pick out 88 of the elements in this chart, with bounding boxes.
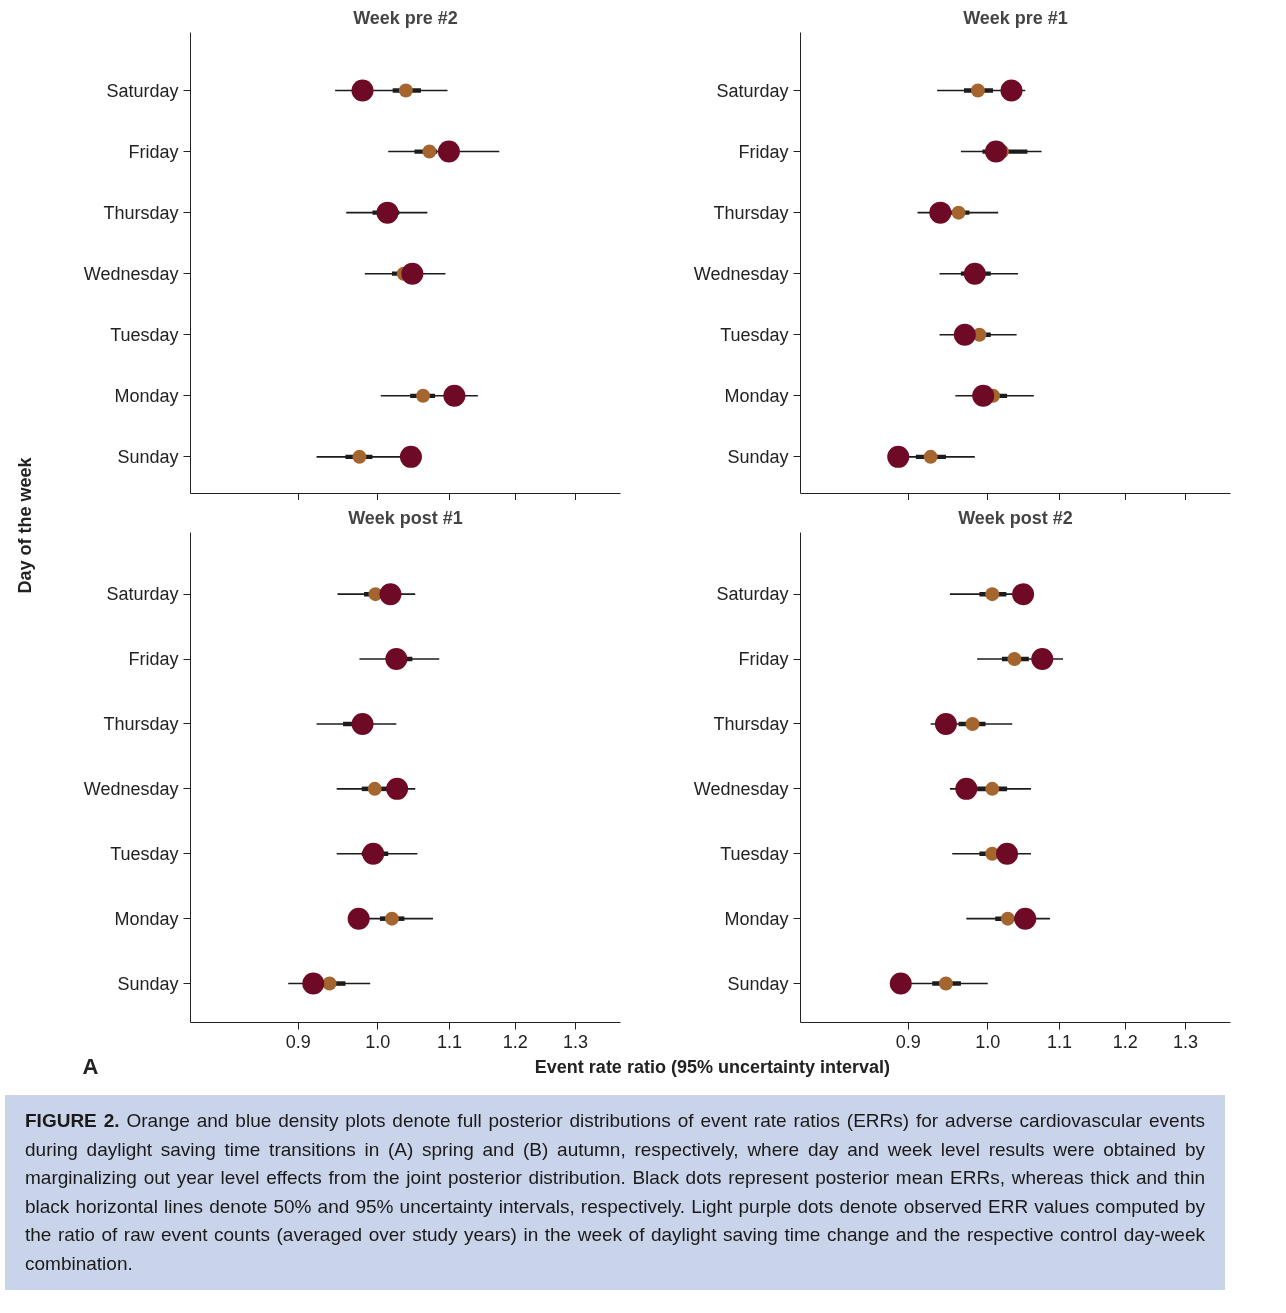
point xyxy=(970,83,985,98)
y-tick-label: Monday xyxy=(114,385,179,406)
x-tick-label: 1.3 xyxy=(1172,1031,1199,1052)
point xyxy=(347,907,370,930)
point xyxy=(376,201,399,224)
y-tick-label: Friday xyxy=(738,141,789,162)
y-tick-label: Sunday xyxy=(727,446,789,467)
y-tick-label: Thursday xyxy=(103,713,179,734)
y-tick-label: Sunday xyxy=(117,446,179,467)
y-tick-label: Tuesday xyxy=(720,324,789,345)
point xyxy=(1014,907,1037,930)
point xyxy=(1000,79,1023,102)
point xyxy=(953,323,976,346)
y-axis-title: Day of the week xyxy=(14,456,35,594)
point xyxy=(985,140,1007,163)
chart-title: Week post #2 xyxy=(958,507,1073,528)
y-tick-label: Friday xyxy=(738,649,789,670)
y-tick-label: Tuesday xyxy=(110,324,179,345)
point xyxy=(351,79,374,102)
y-tick-label: Saturday xyxy=(106,584,179,605)
x-tick-label: 1.0 xyxy=(975,1031,1001,1052)
y-tick-label: Monday xyxy=(114,908,179,929)
y-tick-label: Wednesday xyxy=(83,263,179,284)
point xyxy=(985,587,1000,602)
point xyxy=(398,83,413,98)
caption: FIGURE 2. Orange and blue density plots denote full posterior distributions of event rate ratios (ERRs) for adverse cardiovascular events during daylight saving time transitions in (A) spring and (B) autumn, respectively, where day and week level results were obtained by marginalizing out year level effects from the joint posterior distribution. Black dots represent posterior mean ERRs, whereas thick and thin black horizontal lines denote 50% and 95% uncertainty intervals, respectively. Light purple dots denote observed ERR values computed by the ratio of raw event counts (averaged over study years) in the week of daylight saving time change and the respective control day-week combination. xyxy=(25,1109,1205,1276)
point xyxy=(443,384,466,407)
y-tick-label: Thursday xyxy=(713,202,789,223)
point xyxy=(362,842,385,865)
y-tick-label: Thursday xyxy=(713,713,789,734)
point xyxy=(923,449,938,464)
x-tick-label: 1.2 xyxy=(1112,1031,1138,1052)
point xyxy=(996,842,1019,865)
point xyxy=(929,201,952,224)
point xyxy=(1007,652,1022,667)
chart-title: Week pre #2 xyxy=(353,7,458,28)
y-tick-label: Saturday xyxy=(716,80,789,101)
point xyxy=(367,781,382,796)
point xyxy=(351,712,374,735)
point xyxy=(401,262,424,285)
point xyxy=(399,445,422,468)
point xyxy=(352,449,367,464)
chart-title: Week post #1 xyxy=(348,507,463,528)
y-tick-label: Monday xyxy=(724,385,789,406)
x-tick-label: 1.1 xyxy=(437,1031,463,1052)
point xyxy=(934,712,957,735)
y-tick-label: Sunday xyxy=(117,973,179,994)
y-tick-label: Thursday xyxy=(103,202,179,223)
y-tick-label: Friday xyxy=(128,141,179,162)
point xyxy=(385,648,408,671)
point xyxy=(887,445,910,468)
point xyxy=(965,716,980,731)
x-tick-label: 0.9 xyxy=(285,1031,311,1052)
y-tick-label: Tuesday xyxy=(720,843,789,864)
x-tick-label: 1.0 xyxy=(365,1031,391,1052)
y-tick-label: Wednesday xyxy=(83,778,179,799)
point xyxy=(302,972,325,995)
x-axis-title: Event rate ratio (95% uncertainty interval) xyxy=(534,1056,890,1077)
point xyxy=(1031,648,1054,671)
point xyxy=(985,781,1000,796)
y-tick-label: Monday xyxy=(724,908,789,929)
point xyxy=(1000,911,1015,926)
point xyxy=(951,205,966,220)
y-tick-label: Friday xyxy=(128,649,179,670)
chart-title: Week pre #1 xyxy=(963,7,1068,28)
y-tick-label: Wednesday xyxy=(693,778,789,799)
x-tick-label: 1.3 xyxy=(562,1031,589,1052)
point xyxy=(1012,583,1035,606)
y-tick-label: Saturday xyxy=(106,80,179,101)
point xyxy=(422,144,437,159)
point xyxy=(938,976,953,991)
point xyxy=(437,140,460,163)
point xyxy=(416,388,431,403)
text: A xyxy=(82,1054,99,1079)
x-tick-label: 1.1 xyxy=(1047,1031,1073,1052)
y-tick-label: Wednesday xyxy=(693,263,789,284)
point xyxy=(955,777,978,800)
y-tick-label: Saturday xyxy=(716,584,789,605)
y-tick-label: Sunday xyxy=(727,973,789,994)
point xyxy=(379,583,402,606)
x-tick-label: 1.2 xyxy=(502,1031,528,1052)
y-tick-label: Tuesday xyxy=(110,843,179,864)
point xyxy=(963,262,986,285)
point xyxy=(384,911,399,926)
point xyxy=(322,976,337,991)
point xyxy=(386,777,409,800)
point xyxy=(972,384,995,407)
x-tick-label: 0.9 xyxy=(895,1031,921,1052)
